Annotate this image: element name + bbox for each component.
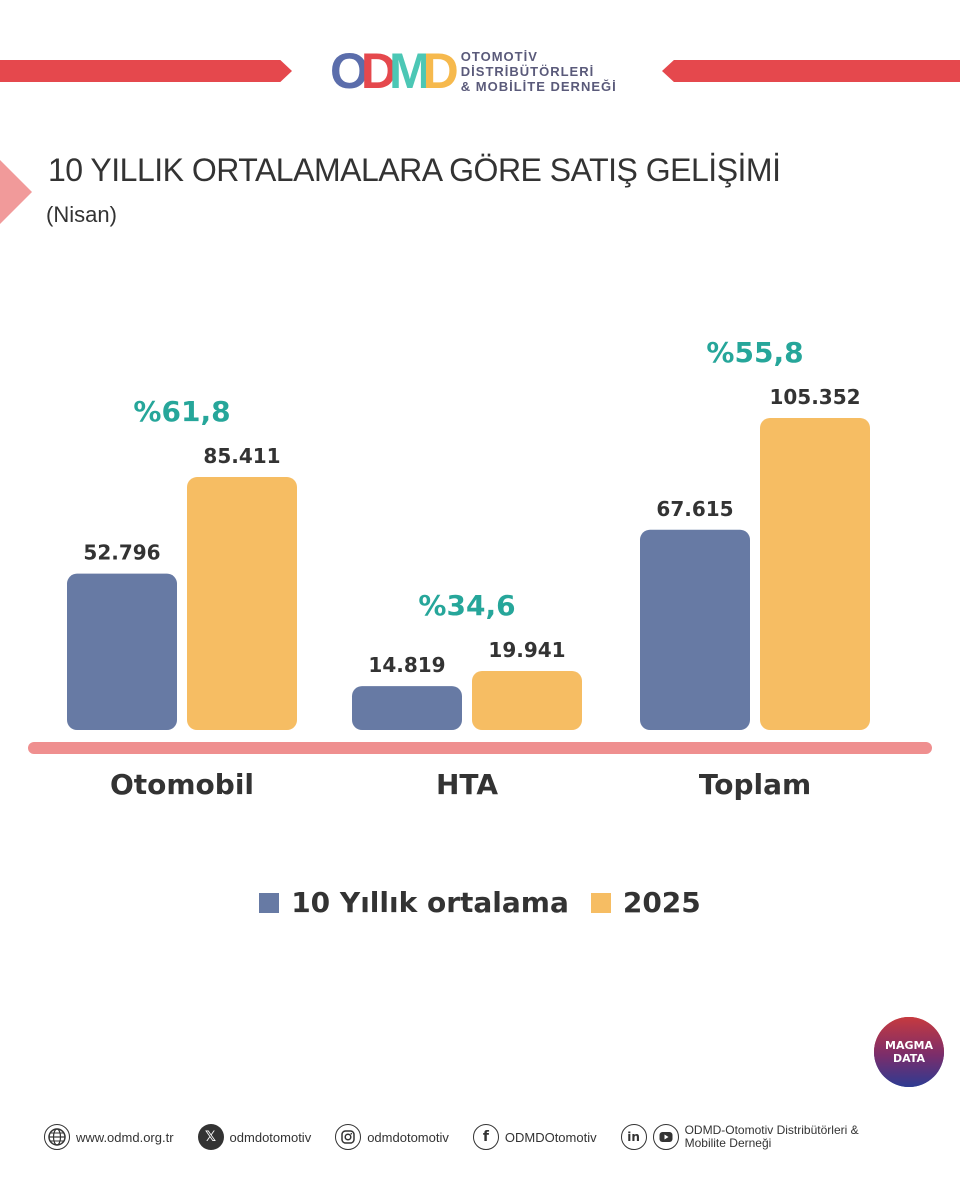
footer-org-line1: ODMD-Otomotiv Distribütörleri &	[684, 1123, 859, 1137]
youtube-icon	[652, 1124, 679, 1150]
bar-toplam-average	[640, 529, 750, 730]
footer-org-name: ODMD-Otomotiv Distribütörleri & Mobilite…	[685, 1124, 859, 1150]
bar-otomobil-average	[67, 573, 177, 730]
change-label-hta: %34,6	[418, 589, 515, 622]
bar-chart: 52.796 85.411 %61,8 Otomobil 14.819 19.941 %34…	[28, 336, 932, 801]
footer-website[interactable]: www.odmd.org.tr	[44, 1124, 174, 1150]
logo-org-name: OTOMOTİV DİSTRİBÜTÖRLERİ & MOBİLİTE DERN…	[461, 49, 617, 94]
value-label-toplam-average: 67.615	[656, 497, 733, 521]
change-label-otomobil: %61,8	[133, 395, 230, 428]
footer: www.odmd.org.tr 𝕏 odmdotomotiv odmdotomo…	[44, 1124, 924, 1150]
logo-letter-d: D	[360, 43, 397, 99]
logo-org-line: DİSTRİBÜTÖRLERİ	[460, 63, 595, 79]
logo-letter-d2: D	[422, 43, 459, 99]
value-label-hta-2025: 19.941	[488, 638, 565, 662]
change-label-toplam: %55,8	[706, 336, 803, 369]
badge-line1: MAGMA	[885, 1039, 933, 1052]
bar-hta-average	[352, 686, 462, 730]
footer-website-text: www.odmd.org.tr	[76, 1129, 174, 1145]
title-arrow-icon	[0, 160, 32, 224]
value-label-otomobil-2025: 85.411	[203, 444, 280, 468]
odmd-logo[interactable]: O D M D OTOMOTİV DİSTRİBÜTÖRLERİ & MOBİL…	[330, 46, 617, 96]
legend-item-2025: 2025	[590, 886, 701, 919]
globe-icon	[44, 1124, 70, 1150]
category-label-otomobil: Otomobil	[110, 768, 254, 801]
legend-swatch-2025	[590, 892, 611, 913]
footer-facebook[interactable]: f ODMDOtomotiv	[472, 1124, 597, 1150]
footer-facebook-text: ODMDOtomotiv	[504, 1129, 597, 1145]
footer-instagram-text: odmdotomotiv	[367, 1129, 449, 1145]
logo-letter-m: M	[389, 43, 431, 99]
logo-org-line: & MOBİLİTE DERNEĞİ	[460, 78, 617, 94]
header-stripe-left	[0, 60, 292, 82]
bar-toplam-2025	[760, 418, 870, 730]
bar-otomobil-2025	[187, 477, 297, 730]
legend-item-average: 10 Yıllık ortalama	[259, 886, 569, 919]
logo-mark: O D M D	[330, 43, 459, 99]
footer-org-line2: Mobilite Derneği	[684, 1136, 772, 1150]
footer-x-text: odmdotomotiv	[229, 1129, 312, 1145]
logo-org-line: OTOMOTİV	[460, 48, 538, 64]
legend-label-2025: 2025	[622, 886, 701, 919]
footer-org[interactable]: in ODMD-Otomotiv Distribütörleri & Mobil…	[620, 1124, 859, 1150]
value-label-toplam-2025: 105.352	[769, 385, 860, 409]
category-label-toplam: Toplam	[699, 768, 811, 801]
chart-legend: 10 Yıllık ortalama 2025	[0, 886, 960, 919]
footer-instagram[interactable]: odmdotomotiv	[335, 1124, 449, 1150]
magma-data-badge-inner: MAGMA DATA	[874, 1017, 944, 1087]
chart-title: 10 YILLIK ORTALAMALARA GÖRE SATIŞ GELİŞİ…	[48, 152, 781, 188]
bar-hta-2025	[472, 670, 582, 730]
category-label-hta: HTA	[436, 768, 498, 801]
instagram-icon	[335, 1124, 362, 1150]
x-icon: 𝕏	[197, 1124, 224, 1150]
badge-line2: DATA	[893, 1052, 925, 1065]
footer-x[interactable]: 𝕏 odmdotomotiv	[197, 1124, 312, 1150]
magma-data-badge[interactable]: MAGMA DATA	[874, 1017, 944, 1087]
facebook-icon: f	[472, 1124, 499, 1150]
header-stripe-right	[662, 60, 960, 82]
chart-subtitle: (Nisan)	[46, 202, 117, 227]
value-label-hta-average: 14.819	[368, 653, 445, 677]
logo-letter-o: O	[330, 43, 369, 99]
linkedin-icon: in	[620, 1124, 647, 1150]
value-label-otomobil-average: 52.796	[83, 541, 160, 565]
legend-swatch-average	[259, 892, 280, 913]
legend-label-average: 10 Yıllık ortalama	[291, 886, 569, 919]
